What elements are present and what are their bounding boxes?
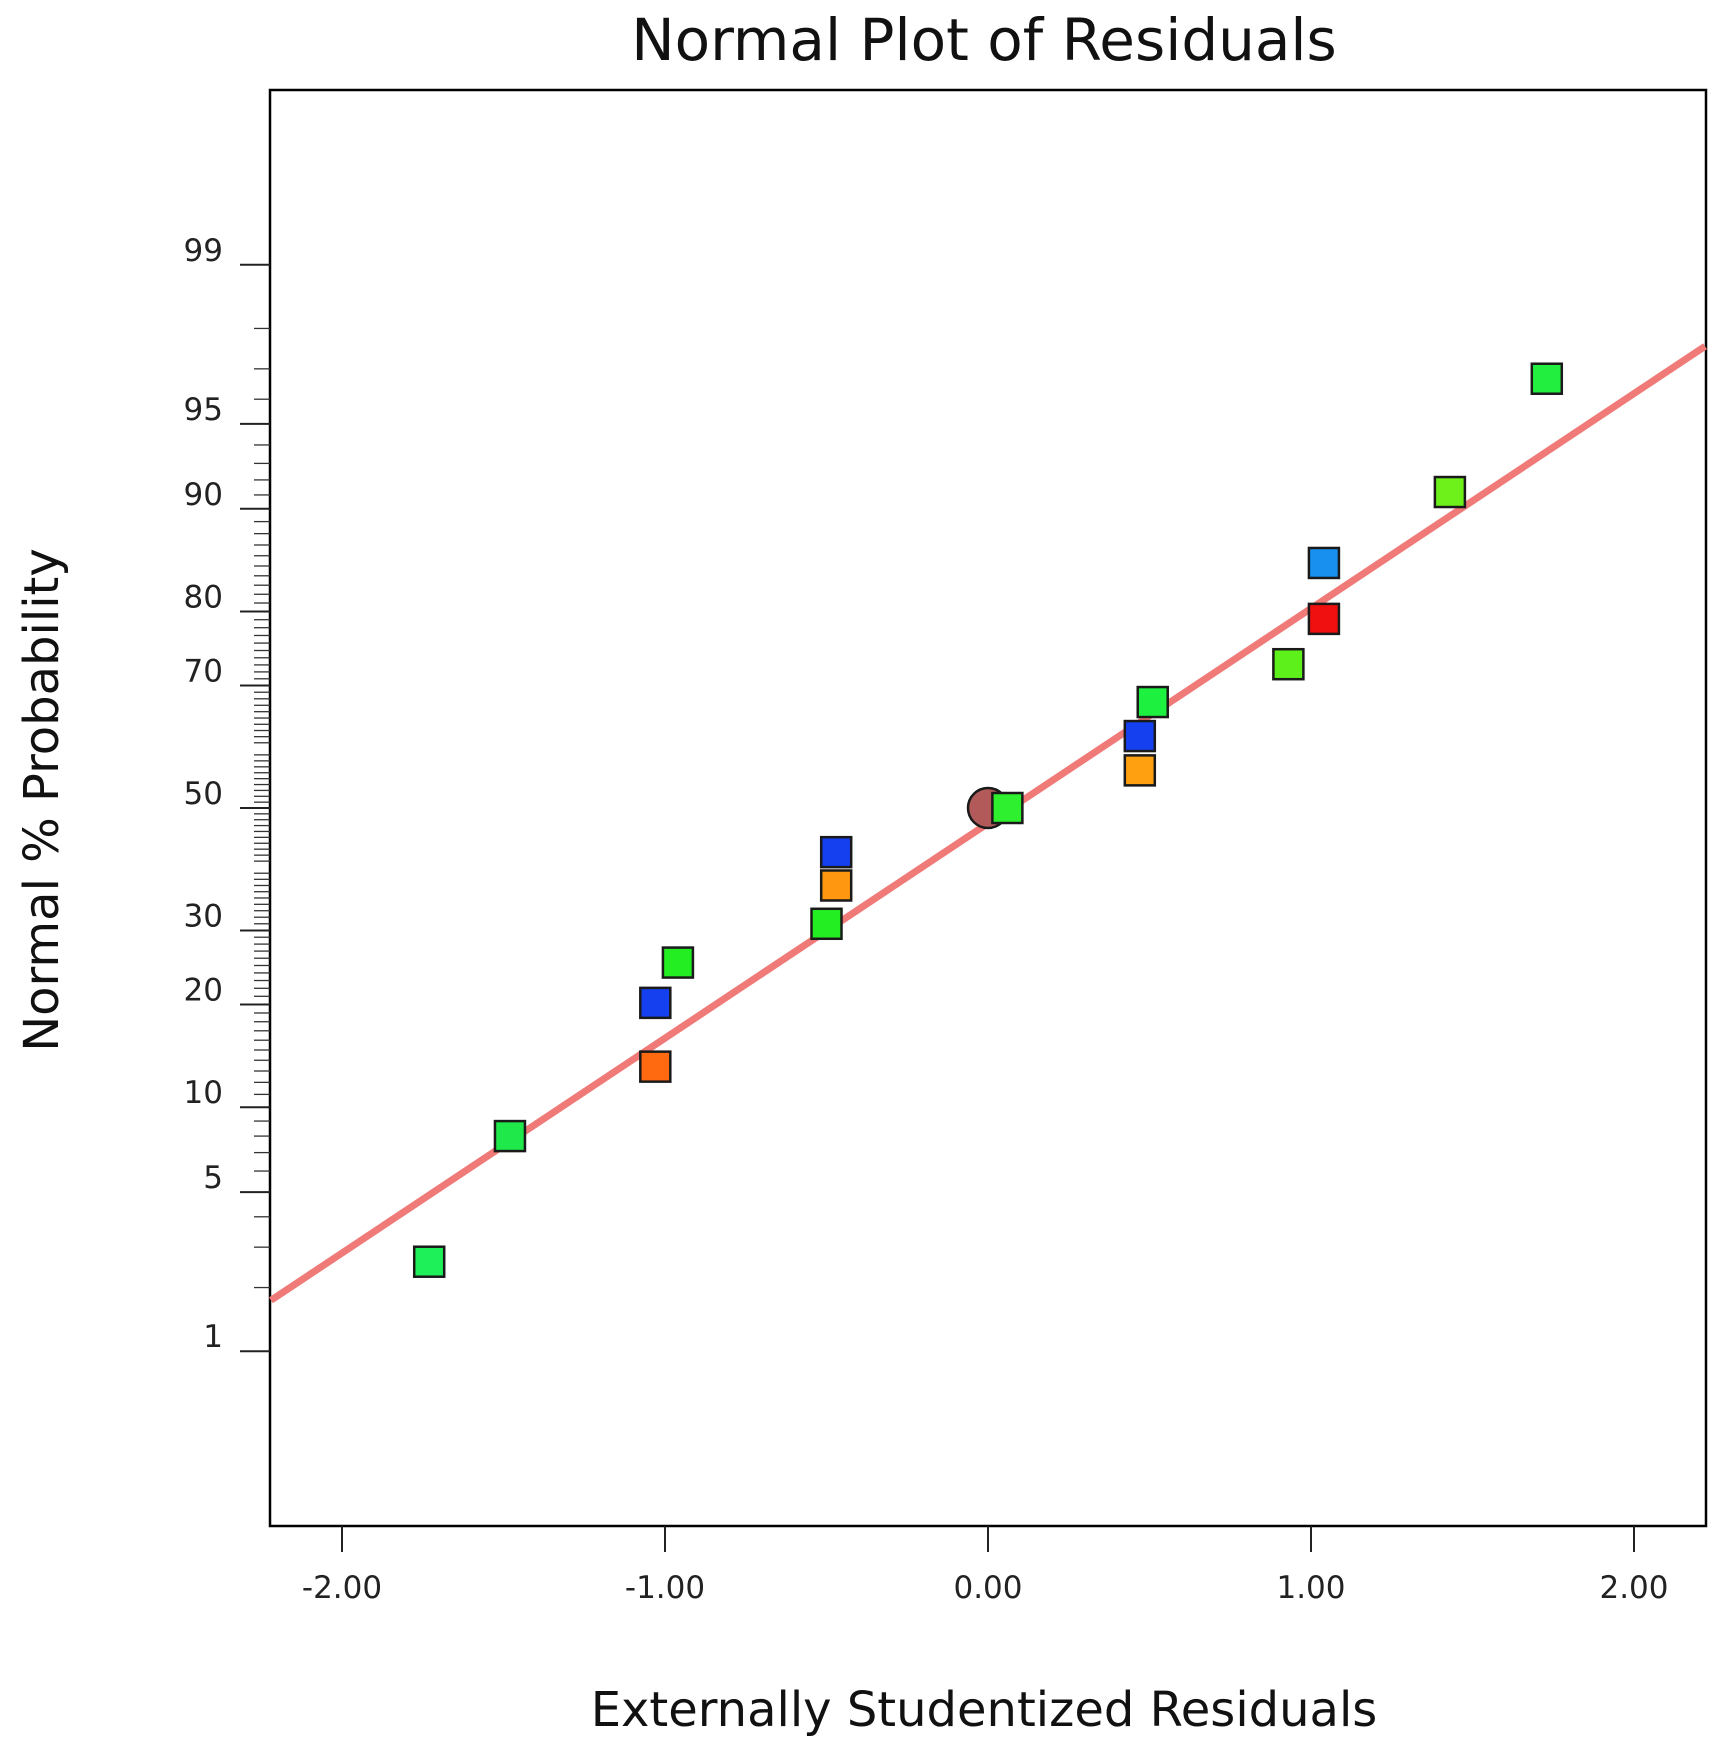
data-point	[1123, 719, 1157, 753]
x-axis-label: Externally Studentized Residuals	[591, 1682, 1378, 1738]
y-tick-label: 1	[203, 1319, 223, 1355]
data-point	[412, 1245, 446, 1278]
y-tick-label: 50	[184, 776, 223, 812]
data-point	[639, 1050, 672, 1083]
data-point	[810, 907, 843, 941]
data-point	[991, 791, 1024, 825]
data-point	[639, 986, 672, 1020]
data-point	[1307, 546, 1341, 580]
x-tick-label: 1.00	[1276, 1570, 1345, 1606]
y-tick-label: 70	[184, 654, 223, 690]
y-tick-label: 30	[184, 898, 223, 934]
x-tick-label: 0.00	[953, 1570, 1022, 1606]
y-tick-label: 99	[184, 233, 223, 269]
data-point	[1433, 475, 1467, 509]
data-point	[1123, 754, 1157, 787]
chart-title: Normal Plot of Residuals	[631, 6, 1337, 74]
y-tick-label: 20	[184, 973, 223, 1009]
y-tick-label: 95	[184, 392, 223, 428]
x-tick-label: -2.00	[302, 1570, 382, 1606]
y-tick-label: 80	[184, 579, 223, 615]
data-point	[1272, 647, 1305, 681]
data-point	[819, 869, 853, 902]
data-point	[1530, 362, 1564, 395]
data-point	[661, 946, 695, 979]
data-point	[819, 835, 853, 869]
x-tick-label: 2.00	[1599, 1570, 1668, 1606]
residual-points	[412, 362, 1564, 1278]
x-tick-label: -1.00	[625, 1570, 705, 1606]
x-axis-ticks: -2.00 -1.00 0.00 1.00 2.00	[302, 1526, 1669, 1606]
y-minor-ticks	[254, 327, 270, 1289]
y-tick-label: 90	[184, 477, 223, 513]
data-point	[493, 1119, 527, 1153]
y-axis-label: Normal % Probability	[14, 548, 70, 1052]
data-point	[1307, 602, 1341, 636]
y-tick-label: 5	[203, 1160, 223, 1196]
y-axis-ticks: 1 5 10 20 30 50 70 80 90 95 99	[184, 233, 270, 1355]
y-tick-label: 10	[184, 1075, 223, 1111]
data-point	[1136, 685, 1169, 719]
